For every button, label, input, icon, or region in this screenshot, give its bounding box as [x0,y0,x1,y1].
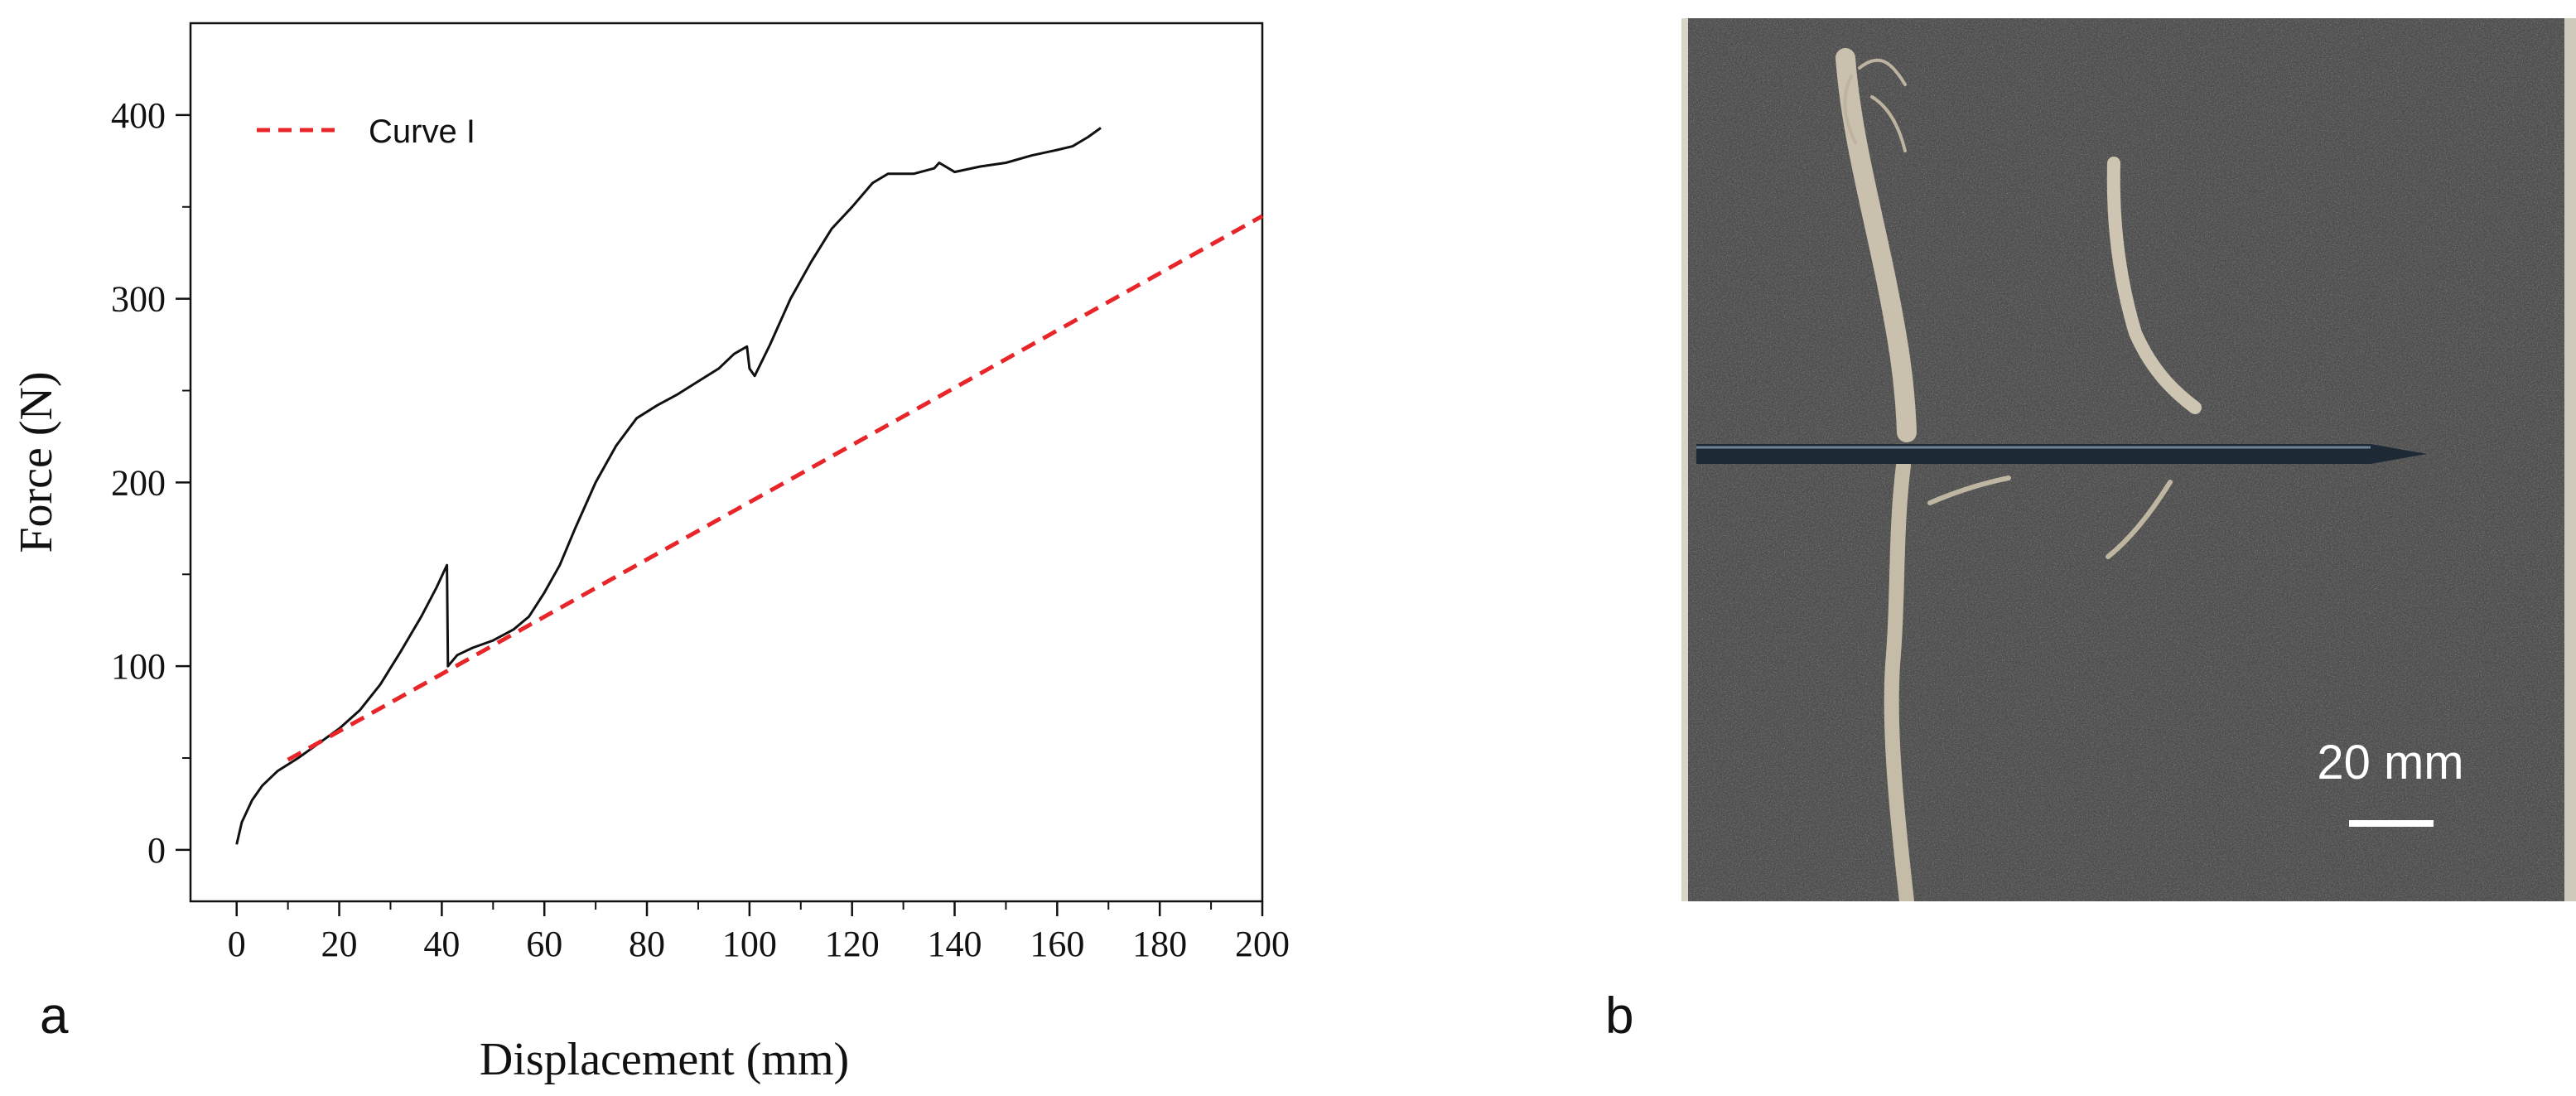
root-upper-left [1836,48,1917,442]
x-tick-label: 60 [526,924,562,964]
axis-ticks: 0 20 40 60 80 100 120 140 160 180 200 0 100 200 300 400 [111,95,1290,964]
x-axis-title: Displacement (mm) [480,1034,849,1085]
y-tick-label: 200 [111,462,166,503]
chart-panel-a: 0 20 40 60 80 100 120 140 160 180 200 0 100 200 300 400… [11,22,1290,1085]
roots [1836,48,2202,901]
legend-label-curve-i: Curve I [369,113,475,150]
tray-edge-left [1681,18,1688,901]
root-branches [1927,476,2173,559]
tray-edge-right [2564,18,2576,901]
force-displacement-chart: 0 20 40 60 80 100 120 140 160 180 200 0 100 200 300 400… [11,22,1290,1085]
series-force-displacement [235,127,1102,845]
panel-letter-b: b [1605,987,1634,1045]
x-tick-label: 180 [1132,924,1187,964]
y-tick-label: 300 [111,279,166,320]
x-tick-label: 160 [1030,924,1084,964]
scale-bar [2349,820,2434,827]
legend: Curve I [257,113,475,150]
x-tick-label: 140 [928,924,982,964]
soil-sample-photo: 20 mm [1681,18,2576,901]
photo-canvas: 20 mm [1681,18,2576,901]
y-tick-label: 100 [111,646,166,687]
x-tick-label: 80 [629,924,665,964]
plot-frame [189,22,1264,903]
x-tick-label: 0 [228,924,246,964]
root-lower-left [1884,458,1914,901]
x-tick-label: 100 [722,924,777,964]
x-tick-label: 120 [825,924,880,964]
y-tick-label: 400 [111,95,166,136]
x-tick-label: 200 [1235,924,1290,964]
y-axis-title: Force (N) [11,371,62,553]
series-layer [235,127,1264,845]
root-upper-middle [2106,157,2202,414]
series-curve-i-dashed [287,214,1264,762]
panel-letter-a: a [40,987,69,1045]
metal-probe [1696,444,2427,464]
x-tick-label: 20 [321,924,358,964]
scale-bar-label: 20 mm [2317,736,2463,789]
y-tick-label: 0 [147,830,166,871]
x-tick-label: 40 [423,924,460,964]
root-hairs [1843,58,1907,152]
